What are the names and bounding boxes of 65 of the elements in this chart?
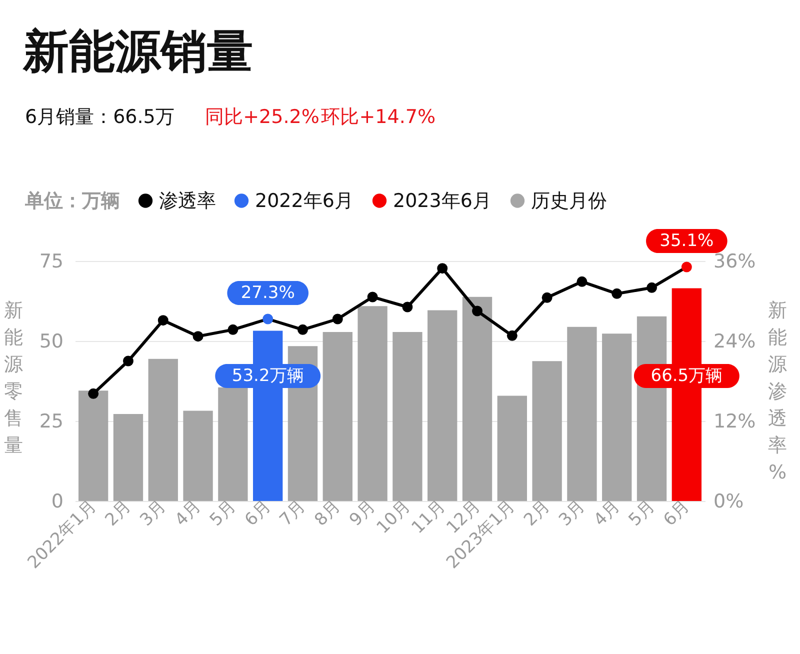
y-tick-label: 0 xyxy=(51,490,64,512)
bar xyxy=(322,332,352,501)
point xyxy=(437,263,448,274)
point xyxy=(228,324,238,335)
legend-label: 历史月份 xyxy=(531,190,607,212)
y2-tick-label: 36% xyxy=(714,250,756,272)
point xyxy=(122,356,134,366)
bar xyxy=(602,334,632,501)
chart-subtitle: 6月销量：66.5万 xyxy=(25,106,174,128)
point xyxy=(612,288,622,299)
point xyxy=(402,302,413,312)
x-tick-label: 3月 xyxy=(136,496,170,530)
point xyxy=(472,306,482,316)
x-tick-label: 6月 xyxy=(660,496,694,530)
bar xyxy=(532,361,562,501)
y-axis-title: 新能源零售量 xyxy=(4,300,23,456)
point xyxy=(646,282,658,293)
point xyxy=(192,331,204,342)
chart-title: 新能源销量 xyxy=(22,24,253,78)
bar xyxy=(78,390,108,501)
point xyxy=(367,292,378,302)
legend-title: 单位：万辆 xyxy=(24,190,120,212)
point xyxy=(298,324,308,335)
x-tick-label: 8月 xyxy=(310,496,345,530)
y2-tick-label: 12% xyxy=(714,410,756,432)
data-label: 53.2万辆 xyxy=(232,366,304,386)
point xyxy=(158,315,168,326)
bar xyxy=(462,296,492,501)
data-label: 66.5万辆 xyxy=(650,366,723,386)
bar xyxy=(183,410,213,501)
text: 同比+25.2% xyxy=(205,106,320,128)
legend-label: 2022年6月 xyxy=(255,190,354,212)
x-tick-label: 7月 xyxy=(276,496,310,530)
data-label: 27.3% xyxy=(240,283,295,303)
bar xyxy=(113,414,144,501)
bar xyxy=(567,326,597,501)
x-tick-label: 5月 xyxy=(625,496,659,530)
y2-tick-label: 0% xyxy=(714,490,744,512)
y-tick-label: 75 xyxy=(39,250,64,272)
x-tick-label: 2月 xyxy=(520,496,554,530)
bar xyxy=(497,396,527,501)
bar xyxy=(358,306,388,501)
bar xyxy=(218,387,248,501)
y2-axis-title: 新能源渗透率% xyxy=(768,300,787,484)
legend-label: 渗透率 xyxy=(159,190,216,212)
text: 环比+14.7% xyxy=(321,106,436,128)
x-tick-label: 6月 xyxy=(241,496,275,530)
y-tick-label: 50 xyxy=(39,330,64,352)
x-tick-label: 3月 xyxy=(555,496,590,530)
data-label: 35.1% xyxy=(660,231,714,251)
point xyxy=(542,292,552,303)
y2-tick-label: 24% xyxy=(714,330,756,352)
point xyxy=(506,330,518,341)
legend-label: 2023年6月 xyxy=(393,190,492,212)
point xyxy=(332,314,343,324)
y-tick-label: 25 xyxy=(39,410,64,432)
point xyxy=(88,388,99,399)
bar xyxy=(428,310,458,501)
x-tick-label: 4月 xyxy=(171,496,206,530)
bar xyxy=(148,358,178,501)
x-tick-label: 4月 xyxy=(590,496,624,530)
x-tick-label: 5月 xyxy=(206,496,240,530)
point xyxy=(576,276,588,287)
bar xyxy=(392,332,422,501)
x-tick-label: 2月 xyxy=(101,496,136,530)
